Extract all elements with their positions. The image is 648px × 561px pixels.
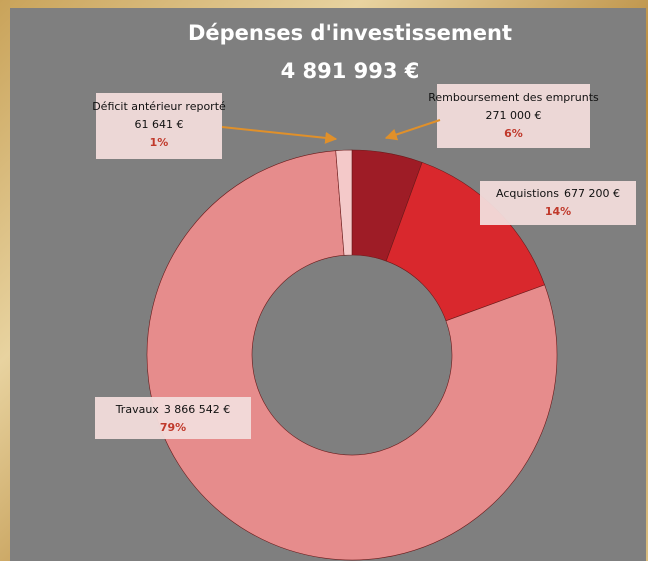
chart: Dépenses d'investissement 4 891 993 € Re… (0, 0, 648, 561)
chart-subtitle: 4 891 993 € (281, 59, 420, 83)
percent-label: 79% (160, 421, 186, 434)
value-label: 677 200 € (564, 187, 620, 200)
percent-label: 14% (545, 205, 571, 218)
value-label: 61 641 € (135, 118, 184, 131)
value-label: 3 866 542 € (164, 403, 230, 416)
category-label: Déficit antérieur reporté (92, 100, 226, 113)
page: {"chart_data": { "type": "donut", "title… (0, 0, 648, 561)
percent-label: 6% (504, 127, 523, 140)
category-label: Remboursement des emprunts (428, 91, 599, 104)
chart-title: Dépenses d'investissement (188, 21, 512, 45)
category-value-label: Travaux 3 866 542 € (115, 403, 231, 416)
category-label: Travaux (115, 403, 160, 416)
value-label: 271 000 € (486, 109, 542, 122)
category-label: Acquistions (496, 187, 559, 200)
percent-label: 1% (150, 136, 169, 149)
category-value-label: Acquistions 677 200 € (496, 187, 620, 200)
